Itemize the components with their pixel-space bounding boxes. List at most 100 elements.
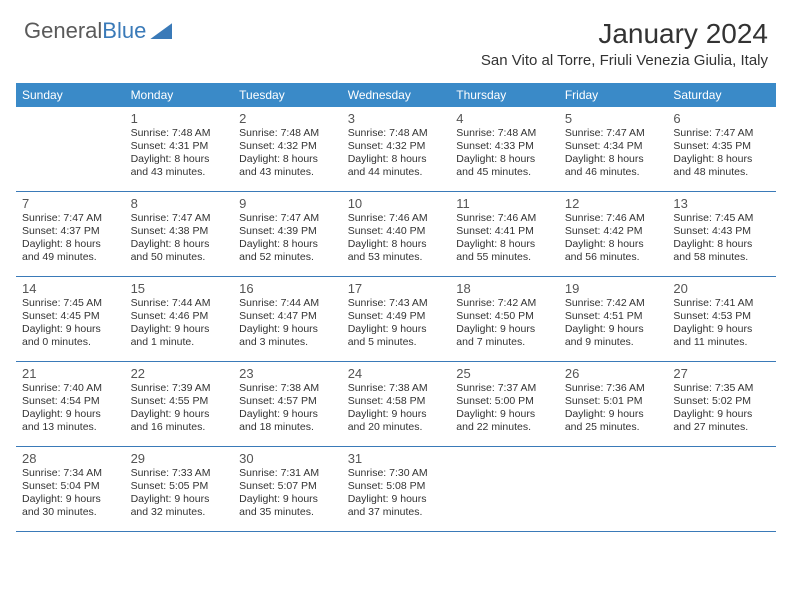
logo: GeneralBlue [24, 18, 172, 44]
weekday-wednesday: Wednesday [342, 83, 451, 107]
weekday-sunday: Sunday [16, 83, 125, 107]
day-sunrise: Sunrise: 7:37 AM [456, 382, 553, 395]
day-daylight1: Daylight: 8 hours [565, 238, 662, 251]
day-daylight1: Daylight: 9 hours [22, 493, 119, 506]
day-number: 6 [673, 111, 770, 126]
day-sunset: Sunset: 4:41 PM [456, 225, 553, 238]
weekday-saturday: Saturday [667, 83, 776, 107]
day-sunset: Sunset: 5:07 PM [239, 480, 336, 493]
day-number: 19 [565, 281, 662, 296]
day-cell [559, 447, 668, 531]
day-sunrise: Sunrise: 7:47 AM [22, 212, 119, 225]
day-sunrise: Sunrise: 7:48 AM [348, 127, 445, 140]
day-daylight2: and 58 minutes. [673, 251, 770, 264]
day-daylight2: and 52 minutes. [239, 251, 336, 264]
day-cell: 6Sunrise: 7:47 AMSunset: 4:35 PMDaylight… [667, 107, 776, 191]
day-sunrise: Sunrise: 7:47 AM [565, 127, 662, 140]
day-sunset: Sunset: 4:32 PM [239, 140, 336, 153]
day-sunset: Sunset: 4:58 PM [348, 395, 445, 408]
day-sunset: Sunset: 4:35 PM [673, 140, 770, 153]
day-sunrise: Sunrise: 7:36 AM [565, 382, 662, 395]
day-daylight2: and 0 minutes. [22, 336, 119, 349]
day-sunset: Sunset: 5:01 PM [565, 395, 662, 408]
day-daylight2: and 11 minutes. [673, 336, 770, 349]
location: San Vito al Torre, Friuli Venezia Giulia… [481, 52, 768, 69]
day-sunset: Sunset: 4:45 PM [22, 310, 119, 323]
day-daylight2: and 5 minutes. [348, 336, 445, 349]
day-number: 11 [456, 196, 553, 211]
logo-text: GeneralBlue [24, 18, 146, 44]
day-daylight1: Daylight: 8 hours [131, 238, 228, 251]
weekday-thursday: Thursday [450, 83, 559, 107]
day-sunrise: Sunrise: 7:47 AM [239, 212, 336, 225]
day-daylight1: Daylight: 8 hours [673, 153, 770, 166]
day-daylight1: Daylight: 8 hours [456, 153, 553, 166]
day-cell: 19Sunrise: 7:42 AMSunset: 4:51 PMDayligh… [559, 277, 668, 361]
day-number: 13 [673, 196, 770, 211]
day-number: 20 [673, 281, 770, 296]
day-cell: 16Sunrise: 7:44 AMSunset: 4:47 PMDayligh… [233, 277, 342, 361]
day-daylight2: and 18 minutes. [239, 421, 336, 434]
day-sunrise: Sunrise: 7:34 AM [22, 467, 119, 480]
day-sunset: Sunset: 4:31 PM [131, 140, 228, 153]
week-row: 28Sunrise: 7:34 AMSunset: 5:04 PMDayligh… [16, 447, 776, 532]
day-daylight1: Daylight: 9 hours [239, 493, 336, 506]
day-cell [667, 447, 776, 531]
day-number: 23 [239, 366, 336, 381]
day-sunrise: Sunrise: 7:48 AM [131, 127, 228, 140]
week-row: 21Sunrise: 7:40 AMSunset: 4:54 PMDayligh… [16, 362, 776, 447]
day-daylight2: and 49 minutes. [22, 251, 119, 264]
day-cell: 30Sunrise: 7:31 AMSunset: 5:07 PMDayligh… [233, 447, 342, 531]
weekday-header-row: Sunday Monday Tuesday Wednesday Thursday… [16, 83, 776, 107]
day-sunrise: Sunrise: 7:46 AM [565, 212, 662, 225]
day-number: 10 [348, 196, 445, 211]
week-row: 7Sunrise: 7:47 AMSunset: 4:37 PMDaylight… [16, 192, 776, 277]
month-title: January 2024 [481, 18, 768, 50]
day-sunset: Sunset: 4:38 PM [131, 225, 228, 238]
day-daylight2: and 53 minutes. [348, 251, 445, 264]
day-sunset: Sunset: 5:08 PM [348, 480, 445, 493]
day-number: 22 [131, 366, 228, 381]
day-number: 16 [239, 281, 336, 296]
day-cell [16, 107, 125, 191]
day-daylight1: Daylight: 8 hours [673, 238, 770, 251]
day-sunrise: Sunrise: 7:35 AM [673, 382, 770, 395]
day-daylight2: and 3 minutes. [239, 336, 336, 349]
day-sunset: Sunset: 4:49 PM [348, 310, 445, 323]
day-number: 21 [22, 366, 119, 381]
day-cell: 26Sunrise: 7:36 AMSunset: 5:01 PMDayligh… [559, 362, 668, 446]
day-daylight2: and 20 minutes. [348, 421, 445, 434]
day-cell: 11Sunrise: 7:46 AMSunset: 4:41 PMDayligh… [450, 192, 559, 276]
day-sunrise: Sunrise: 7:42 AM [565, 297, 662, 310]
day-sunset: Sunset: 4:39 PM [239, 225, 336, 238]
day-sunset: Sunset: 4:57 PM [239, 395, 336, 408]
day-daylight1: Daylight: 9 hours [673, 323, 770, 336]
day-sunrise: Sunrise: 7:43 AM [348, 297, 445, 310]
day-cell: 27Sunrise: 7:35 AMSunset: 5:02 PMDayligh… [667, 362, 776, 446]
weekday-friday: Friday [559, 83, 668, 107]
day-cell: 12Sunrise: 7:46 AMSunset: 4:42 PMDayligh… [559, 192, 668, 276]
day-daylight1: Daylight: 9 hours [239, 408, 336, 421]
day-cell: 10Sunrise: 7:46 AMSunset: 4:40 PMDayligh… [342, 192, 451, 276]
day-daylight1: Daylight: 8 hours [239, 153, 336, 166]
header: GeneralBlue January 2024 San Vito al Tor… [0, 0, 792, 75]
day-daylight2: and 32 minutes. [131, 506, 228, 519]
day-sunrise: Sunrise: 7:39 AM [131, 382, 228, 395]
day-number: 17 [348, 281, 445, 296]
day-sunrise: Sunrise: 7:33 AM [131, 467, 228, 480]
logo-text-part1: General [24, 18, 102, 43]
day-number: 29 [131, 451, 228, 466]
day-cell: 1Sunrise: 7:48 AMSunset: 4:31 PMDaylight… [125, 107, 234, 191]
day-daylight1: Daylight: 9 hours [348, 323, 445, 336]
day-sunset: Sunset: 4:33 PM [456, 140, 553, 153]
day-sunset: Sunset: 4:37 PM [22, 225, 119, 238]
logo-triangle-icon [150, 23, 172, 39]
day-daylight1: Daylight: 8 hours [348, 153, 445, 166]
day-cell: 17Sunrise: 7:43 AMSunset: 4:49 PMDayligh… [342, 277, 451, 361]
title-block: January 2024 San Vito al Torre, Friuli V… [481, 18, 768, 69]
day-daylight1: Daylight: 8 hours [239, 238, 336, 251]
day-cell: 7Sunrise: 7:47 AMSunset: 4:37 PMDaylight… [16, 192, 125, 276]
day-cell: 24Sunrise: 7:38 AMSunset: 4:58 PMDayligh… [342, 362, 451, 446]
day-daylight2: and 16 minutes. [131, 421, 228, 434]
weekday-tuesday: Tuesday [233, 83, 342, 107]
